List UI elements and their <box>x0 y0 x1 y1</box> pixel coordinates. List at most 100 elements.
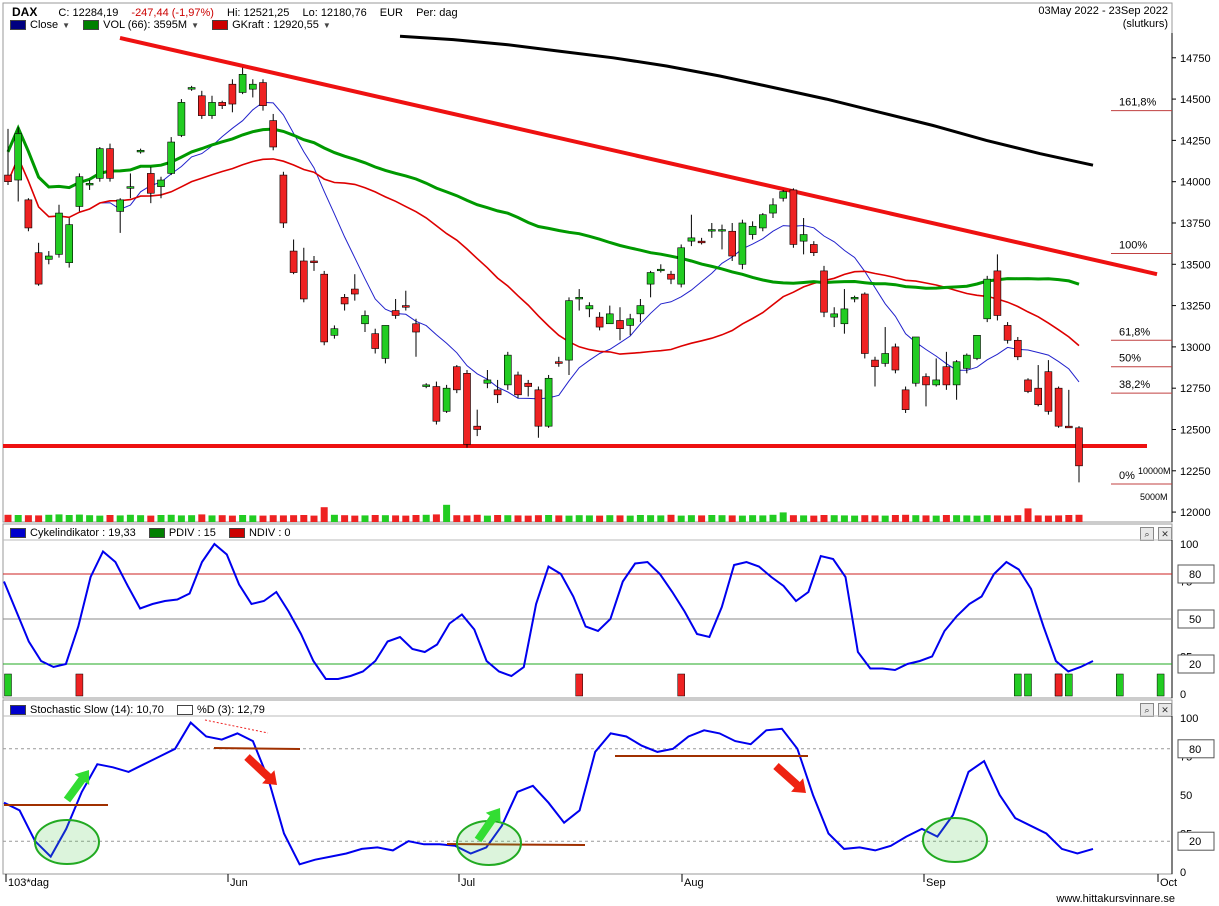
volume-bar <box>953 515 961 522</box>
volume-bar <box>473 514 481 522</box>
cycle-swatch <box>10 528 26 538</box>
pdiv-bar <box>1156 673 1165 697</box>
legend-gkraft[interactable]: GKraft : 12920,55 ▼ <box>212 19 331 31</box>
candle <box>24 199 33 229</box>
candle <box>350 288 359 295</box>
fib-level-label: 161,8% <box>1119 97 1157 109</box>
candle <box>442 387 451 412</box>
volume-bar <box>514 515 522 522</box>
volume-bar <box>1034 515 1042 522</box>
stoch-legend-label: Stochastic Slow (14): 10,70 <box>30 704 164 716</box>
candle <box>391 310 400 316</box>
candle <box>1024 379 1032 392</box>
cycle-tick-label: 100 <box>1180 539 1198 551</box>
fib-level-label: 61,8% <box>1119 326 1150 338</box>
candle <box>463 373 471 445</box>
candle <box>208 102 216 116</box>
volume-bar <box>636 515 644 522</box>
candle <box>401 305 410 308</box>
sell-arrow-icon <box>773 763 806 793</box>
stoch-ref-box <box>1177 831 1215 851</box>
legend-volume[interactable]: VOL (66): 3595M ▼ <box>83 19 199 31</box>
volume-bar <box>290 515 298 522</box>
watermark: www.hittakursvinnare.se <box>1056 893 1175 905</box>
low-value: Lo: 12180,76 <box>302 7 367 19</box>
candle <box>840 308 849 325</box>
ndiv-legend-label: NDIV : 0 <box>248 527 291 539</box>
candle <box>799 234 808 242</box>
close-note: (slutkurs) <box>1122 18 1168 30</box>
ndiv-bar <box>677 673 685 697</box>
candle <box>269 120 278 148</box>
volume-bar <box>300 515 308 522</box>
candle <box>656 268 665 272</box>
sell-arrow-icon <box>244 754 277 785</box>
volume-bar <box>789 515 797 522</box>
candle <box>595 316 604 328</box>
volume-label: 5000M <box>1140 492 1168 502</box>
chart-header: DAX C: 12284,19 -247,44 (-1,97%) Hi: 125… <box>2 2 1174 32</box>
candle <box>1013 339 1022 358</box>
volume-bar <box>871 515 879 522</box>
stoch-tick-label: 50 <box>1180 790 1192 802</box>
volume-bar <box>881 515 889 522</box>
candle <box>14 133 22 181</box>
volume-bar <box>963 515 971 522</box>
volume-bar <box>188 515 196 522</box>
pdiv-bar <box>1024 673 1032 697</box>
volume-bar <box>167 514 175 522</box>
time-axis-label: Jul <box>461 877 475 889</box>
cycle-ref-label: 80 <box>1189 569 1201 581</box>
candle <box>891 346 900 371</box>
volume-bar <box>728 515 736 522</box>
dropdown-arrow-icon[interactable]: ▼ <box>62 20 71 30</box>
buy-arrow-icon <box>474 808 501 843</box>
oversold-circle <box>922 817 988 863</box>
candle <box>198 95 206 116</box>
cycle-panel-frame <box>2 523 1173 699</box>
candle <box>177 102 186 136</box>
volume-bar <box>1024 508 1032 522</box>
ma-black-line <box>399 34 1094 167</box>
candle <box>544 377 553 427</box>
volume-bar <box>432 514 440 522</box>
candle <box>34 252 43 285</box>
volume-bar <box>351 515 359 522</box>
volume-bar <box>708 515 716 522</box>
legend-volume-swatch <box>83 20 100 30</box>
dropdown-arrow-icon[interactable]: ▼ <box>322 20 331 30</box>
stoch-ref-box <box>1177 739 1215 759</box>
volume-bar <box>1075 514 1083 522</box>
volume-bar <box>14 515 22 522</box>
dropdown-arrow-icon[interactable]: ▼ <box>191 20 199 30</box>
volume-bar <box>330 514 338 522</box>
ma-green-line <box>6 124 1080 290</box>
volume-bar <box>759 515 767 522</box>
candle <box>412 323 420 333</box>
volume-bar <box>147 515 155 522</box>
candle <box>983 278 992 320</box>
candle <box>136 149 145 153</box>
candle <box>881 353 890 364</box>
volume-bar <box>443 504 451 522</box>
volume-bar <box>310 515 318 522</box>
candle <box>1075 427 1083 467</box>
pdiv-legend-label: PDIV : 15 <box>168 527 216 539</box>
candle <box>259 82 267 106</box>
candle <box>126 186 135 189</box>
volume-bar <box>738 515 746 522</box>
volume-bar <box>1044 515 1052 522</box>
candle <box>636 305 645 315</box>
legend-close[interactable]: Close ▼ <box>10 19 70 31</box>
volume-bar <box>779 512 787 522</box>
candle <box>830 313 839 318</box>
volume-bar <box>96 515 104 522</box>
candle <box>779 191 788 199</box>
candle <box>850 297 859 300</box>
volume-bar <box>983 515 991 522</box>
volume-bar <box>769 514 777 522</box>
volume-bar <box>626 515 634 522</box>
volume-bar <box>208 515 216 522</box>
candle <box>1044 371 1053 412</box>
